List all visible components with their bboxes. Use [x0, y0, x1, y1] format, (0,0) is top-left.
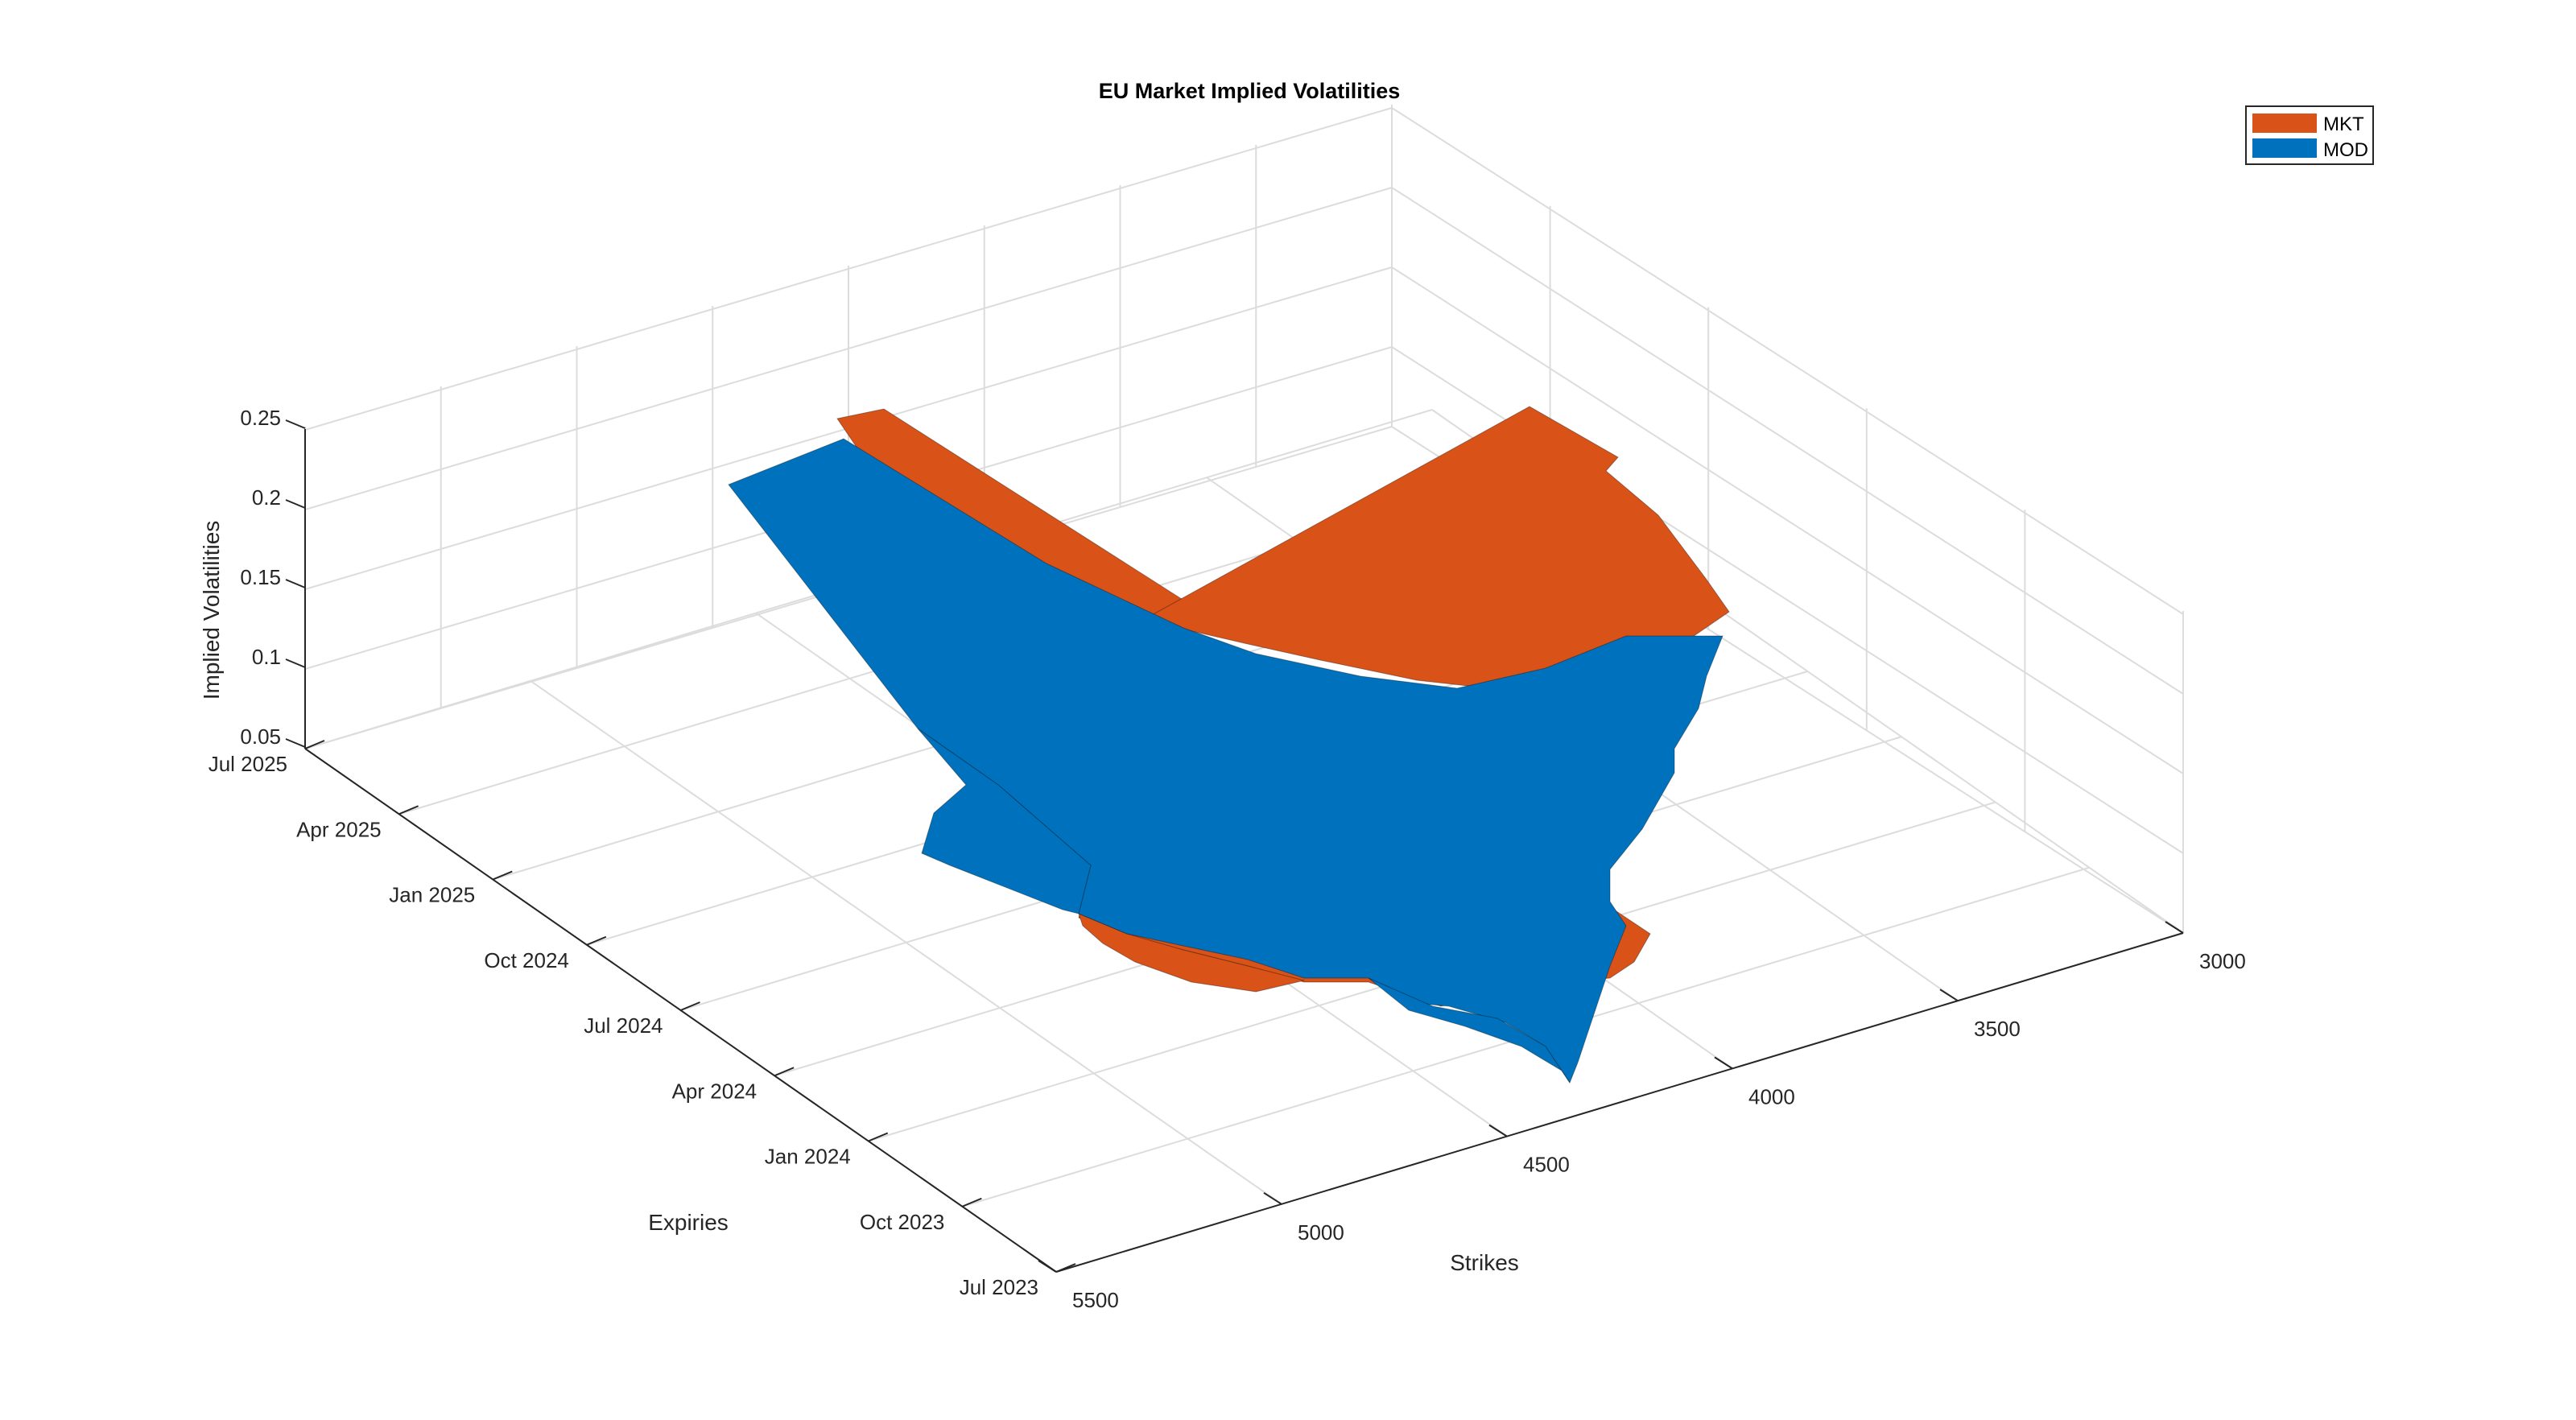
surface-mkt-front-lip: [1078, 913, 1305, 993]
z-tick-mark-2: [285, 579, 306, 588]
y-tick-mark-5: [586, 935, 607, 946]
x-tick-mark-1: [1939, 989, 1959, 1002]
x-tick-label-4: 5000: [1298, 1220, 1344, 1245]
z-tick-label-4: 0.25: [240, 406, 281, 430]
legend-label-mkt: MKT: [2323, 114, 2364, 135]
y-tick-mark-4: [680, 1001, 700, 1011]
y-tick-label-1: Oct 2023: [860, 1210, 945, 1234]
legend-swatch-mod: [2252, 138, 2317, 158]
x-tick-mark-0: [2165, 921, 2184, 934]
y-tick-label-8: Jul 2025: [208, 752, 287, 776]
chart-title: EU Market Implied Volatilities: [1099, 79, 1401, 103]
z-tick-mark-4: [285, 419, 306, 429]
z-tick-label-3: 0.2: [252, 485, 281, 510]
z-tick-label-2: 0.15: [240, 565, 281, 589]
y-tick-label-3: Apr 2024: [672, 1079, 758, 1103]
axes: [285, 419, 2184, 1273]
y-tick-label-2: Jan 2024: [765, 1145, 851, 1169]
y-tick-label-5: Oct 2024: [484, 948, 569, 972]
y-tick-mark-7: [398, 805, 419, 815]
y-tick-mark-6: [492, 870, 513, 881]
x-axis-label: Strikes: [1450, 1250, 1519, 1275]
surface-mod-front-dip: [1368, 977, 1571, 1084]
x-tick-label-5: 5500: [1072, 1288, 1119, 1312]
y-tick-label-6: Jan 2025: [389, 883, 475, 907]
x-tick-label-1: 3500: [1974, 1017, 2021, 1041]
x-tick-mark-4: [1263, 1191, 1282, 1205]
z-tick-mark-0: [285, 738, 306, 748]
y-tick-label-7: Apr 2025: [296, 817, 382, 841]
legend-label-mod: MOD: [2323, 139, 2368, 161]
z-axis-label: Implied Volatilities: [199, 521, 224, 700]
y-tick-mark-8: [304, 740, 325, 749]
surfaces: [728, 406, 1730, 1084]
z-tick-label-0: 0.05: [240, 724, 281, 749]
y-axis-label: Expiries: [648, 1210, 729, 1235]
x-tick-mark-3: [1488, 1124, 1508, 1137]
surface-mkt-right-wing: [1141, 406, 1730, 689]
z-tick-mark-1: [285, 658, 306, 668]
z-tick-mark-3: [285, 499, 306, 509]
x-tick-label-2: 4000: [1748, 1084, 1795, 1108]
y-tick-mark-3: [774, 1067, 795, 1077]
x-tick-mark-5: [1038, 1260, 1057, 1273]
tick-labels: 3000 3500 4000 4500 5000 5500 Jul 2023 Oct 2023…: [208, 406, 2246, 1312]
surface-mod-main: [728, 438, 1724, 1084]
z-tick-label-1: 0.1: [252, 645, 281, 669]
y-tick-label-0: Jul 2023: [960, 1275, 1038, 1299]
y-tick-mark-2: [868, 1132, 889, 1142]
x-tick-label-3: 4500: [1523, 1153, 1570, 1177]
y-tick-mark-1: [961, 1197, 982, 1207]
surface-mod-left-wedge: [917, 728, 1092, 914]
y-tick-label-4: Jul 2024: [584, 1013, 663, 1038]
x-tick-label-0: 3000: [2199, 949, 2246, 973]
legend-swatch-mkt: [2252, 114, 2317, 133]
legend[interactable]: MKT MOD: [2245, 105, 2374, 165]
x-axis-line: [1055, 932, 2184, 1273]
y-tick-mark-0: [1055, 1263, 1076, 1273]
x-tick-mark-2: [1714, 1056, 1733, 1070]
